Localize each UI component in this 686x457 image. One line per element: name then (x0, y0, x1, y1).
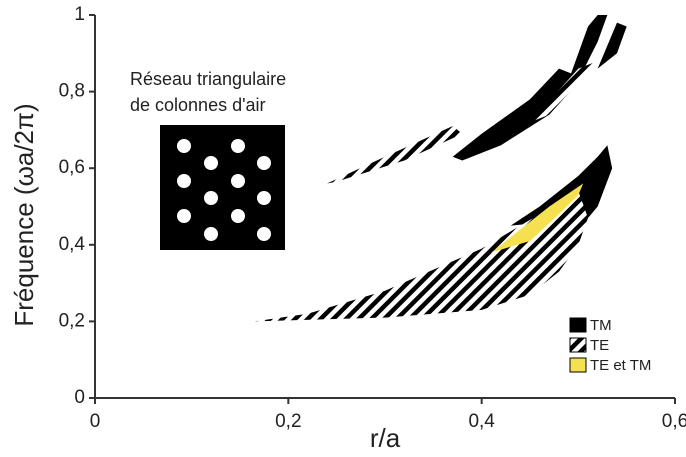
band-gap-region (597, 22, 627, 69)
x-axis-label: r/a (370, 423, 401, 453)
y-tick-label: 1 (74, 4, 85, 25)
y-tick-label: 0 (74, 387, 85, 408)
y-tick-label: 0,2 (59, 310, 85, 331)
x-tick-label: 0 (90, 411, 101, 432)
legend-swatch (569, 317, 587, 333)
legend-label: TE et TM (590, 357, 651, 374)
x-tick-label: 0,4 (468, 411, 495, 432)
x-tick-label: 0,6 (662, 411, 686, 432)
y-tick-label: 0,4 (59, 234, 86, 255)
y-tick-label: 0,8 (59, 81, 85, 102)
band-gap-region (510, 145, 613, 230)
band-gap-region (452, 68, 579, 161)
legend-swatch (569, 337, 587, 353)
band-gap-region (491, 183, 584, 253)
band-gap-region (327, 126, 463, 184)
band-gap-region (254, 191, 588, 322)
legend-label: TE (590, 337, 609, 354)
band-gap-region (530, 60, 598, 123)
legend-swatch (569, 357, 587, 373)
x-tick-label: 0,2 (275, 411, 301, 432)
inset-title: Réseau triangulaire (130, 69, 286, 89)
y-tick-label: 0,6 (59, 157, 85, 178)
legend-label: TM (590, 317, 612, 334)
inset-title: de colonnes d'air (130, 95, 266, 115)
band-gap-region (568, 15, 608, 81)
y-axis-label: Fréquence (ωa/2π) (9, 103, 39, 326)
lattice-inset (160, 125, 285, 250)
